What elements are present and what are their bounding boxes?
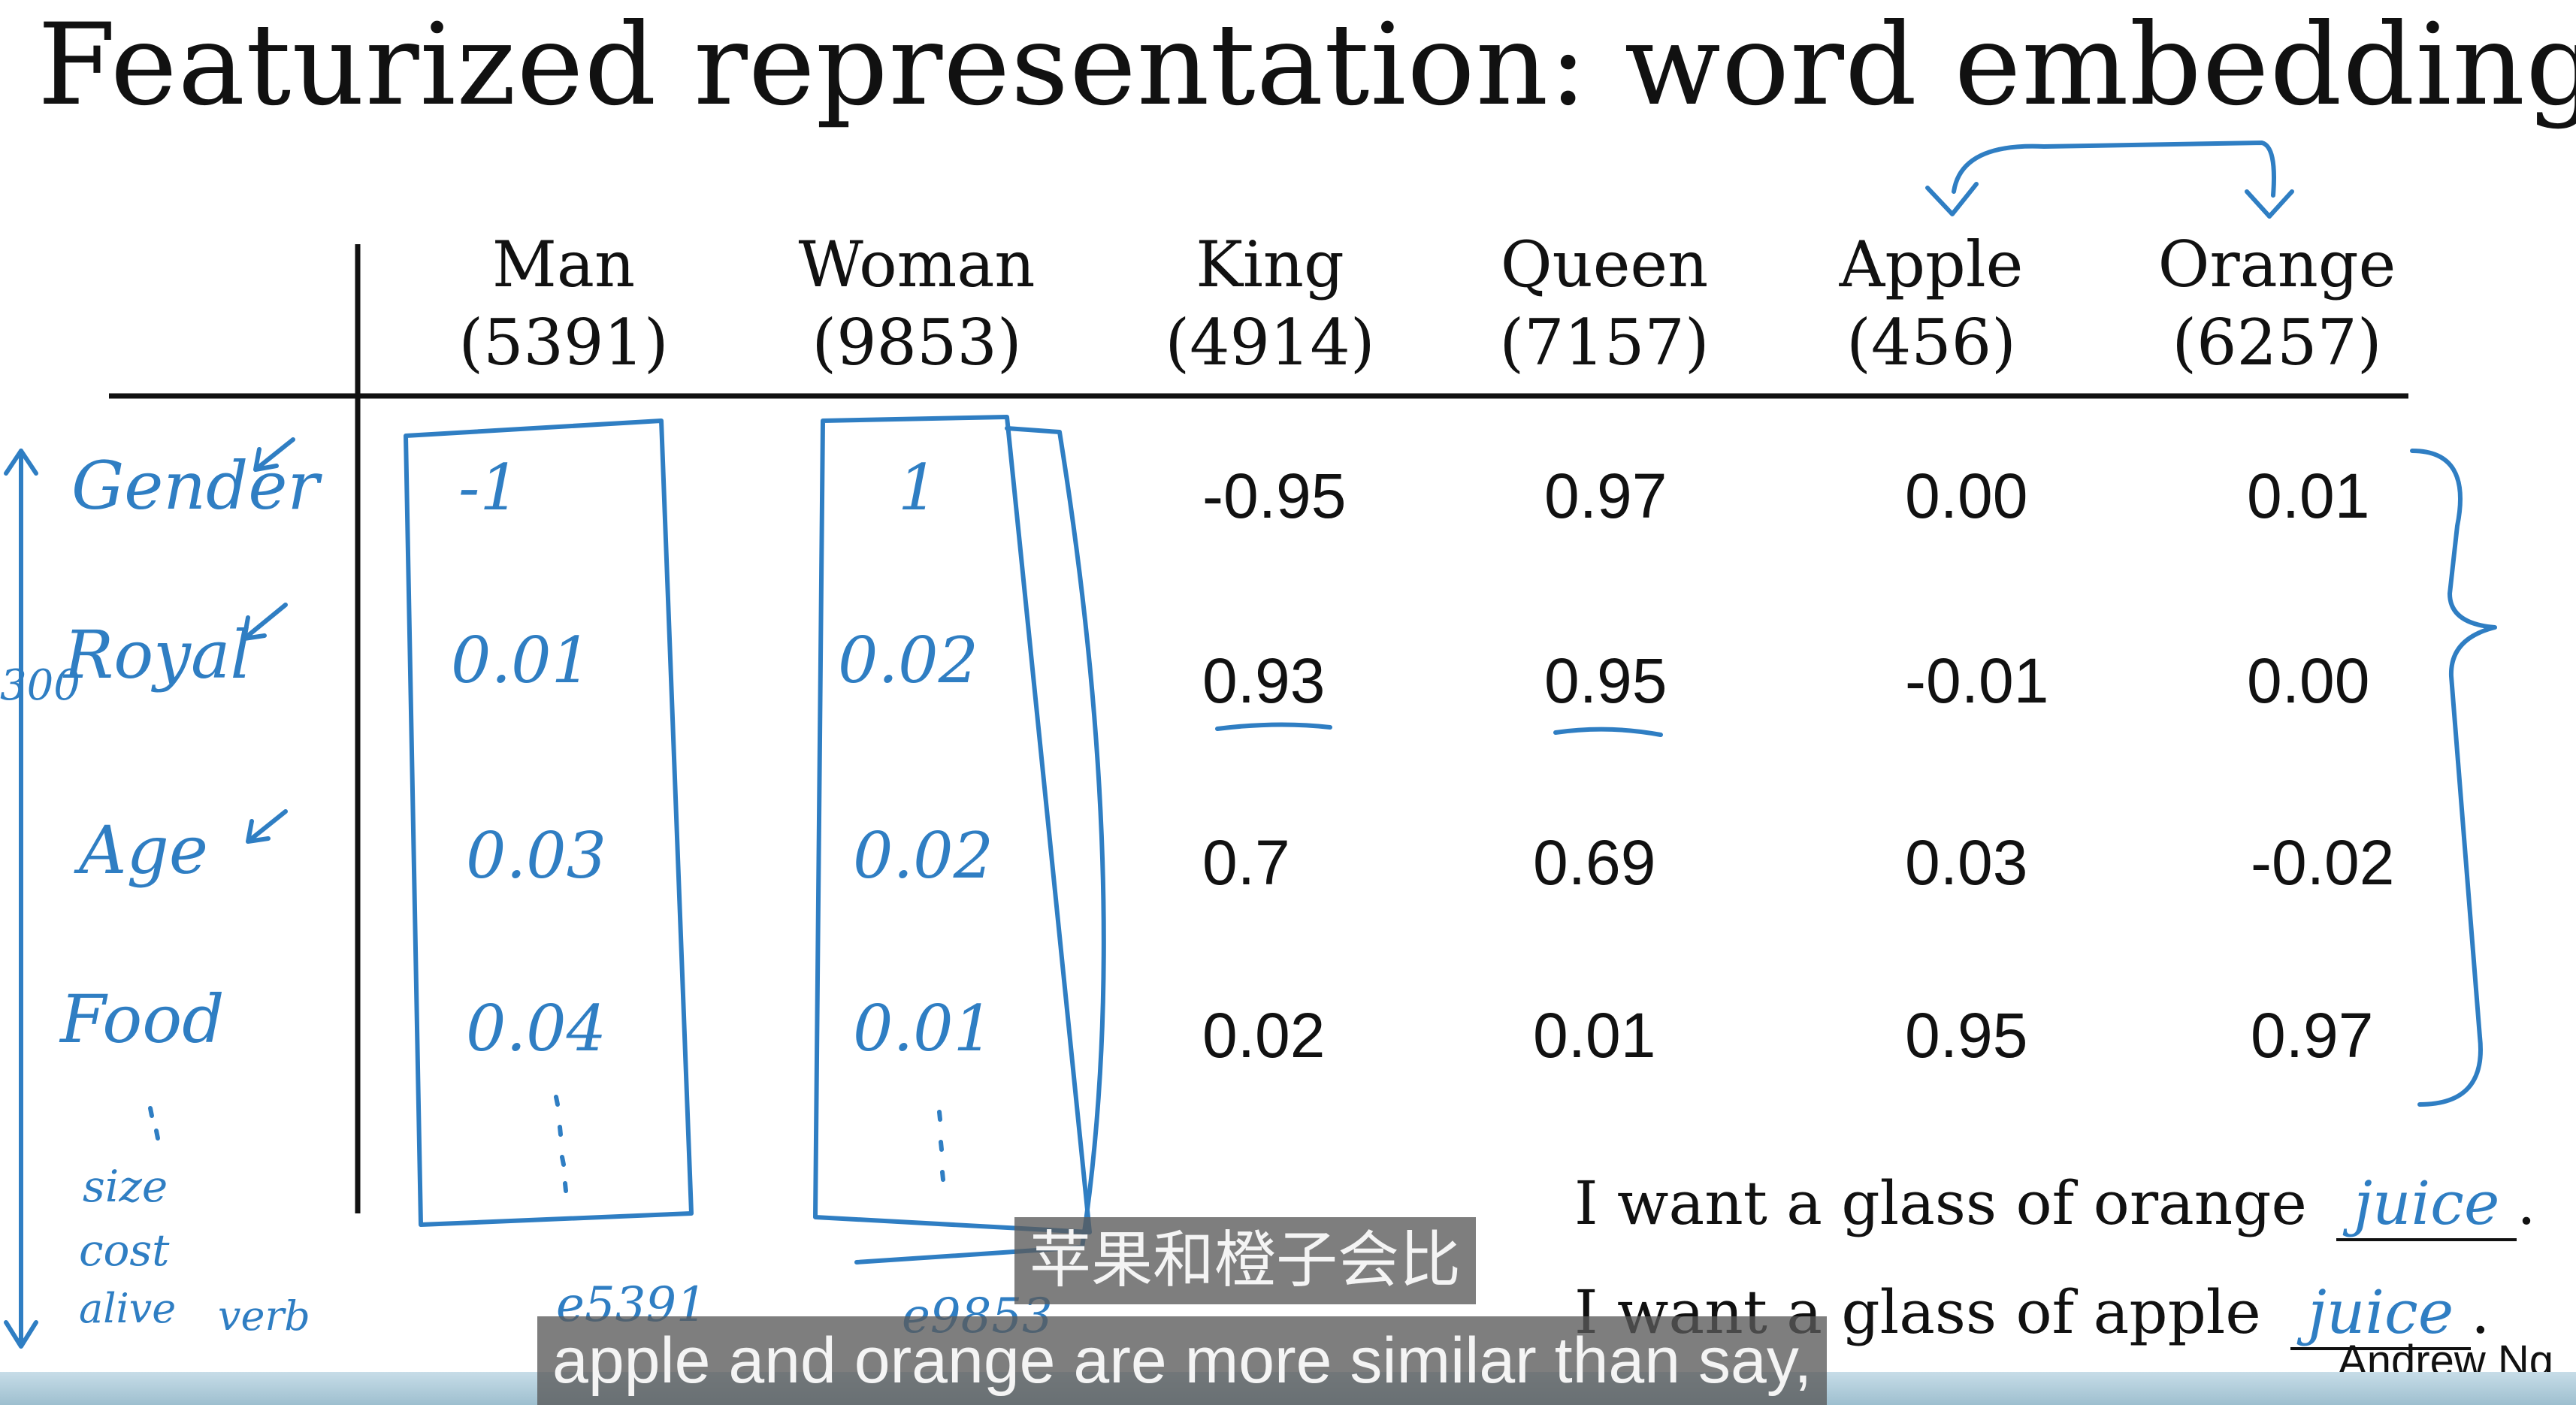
column-index: (456) [1846, 306, 2016, 379]
orange-royal-value: 0.00 [2247, 645, 2370, 716]
column-word: King [1196, 228, 1344, 301]
sentence-end: . [2517, 1168, 2536, 1238]
queen-age-value: 0.69 [1533, 827, 1656, 898]
man-ellipsis [554, 1095, 568, 1193]
arrow-head-up-icon [4, 449, 38, 476]
apple-food-value: 0.95 [1905, 1000, 2028, 1071]
row-label-food: Food [60, 980, 225, 1058]
sentence-end: . [2471, 1277, 2490, 1347]
man-gender-value: -1 [458, 451, 520, 524]
column-header-queen: Queen (7157) [1447, 225, 1762, 382]
apple-orange-link [1952, 140, 2276, 198]
king-food-value: 0.02 [1202, 1000, 1326, 1071]
woman-vector-box [813, 415, 1092, 1234]
column-header-apple: Apple (456) [1773, 225, 2089, 382]
column-index: (7157) [1499, 306, 1710, 379]
king-age-value: 0.7 [1202, 827, 1290, 898]
column-header-man: Man (5391) [406, 225, 721, 382]
king-royal-value: 0.93 [1202, 645, 1326, 716]
woman-royal-value: 0.02 [838, 624, 979, 697]
woman-age-value: 0.02 [853, 819, 994, 893]
queen-royal-value: 0.95 [1544, 645, 1667, 716]
king-royal-underline [1215, 722, 1332, 731]
row-label-royal: Royal [64, 616, 252, 693]
column-word: Queen [1500, 228, 1709, 301]
sentence-blank-word: juice [2336, 1168, 2517, 1241]
row-label-gender: Gender [71, 447, 319, 524]
feature-bracket [2410, 449, 2497, 1107]
apple-royal-value: -0.01 [1905, 645, 2049, 716]
column-word: Apple [1839, 228, 2024, 301]
arrow-head-down-icon [4, 1320, 38, 1349]
woman-vector-bracket [854, 426, 1106, 1264]
example-sentence-orange: I want a glass of orange juice. [1574, 1168, 2536, 1241]
apple-age-value: 0.03 [1905, 827, 2028, 898]
column-header-orange: Orange (6257) [2119, 225, 2435, 382]
subtitle-chinese: 苹果和橙子会比 [1014, 1217, 1477, 1304]
arrow-head-down-icon [1925, 182, 1979, 216]
queen-gender-value: 0.97 [1544, 461, 1667, 531]
extra-label-alive: alive [79, 1285, 177, 1332]
extra-label-verb: verb [218, 1292, 310, 1340]
age-pointer-icon [246, 809, 288, 844]
queen-royal-underline [1553, 727, 1663, 737]
man-food-value: 0.04 [466, 992, 607, 1065]
apple-gender-value: 0.00 [1905, 461, 2028, 531]
woman-food-value: 0.01 [853, 992, 994, 1065]
column-index: (4914) [1165, 306, 1375, 379]
subtitle-english: apple and orange are more similar than s… [537, 1316, 1828, 1405]
queen-food-value: 0.01 [1533, 1000, 1656, 1071]
orange-age-value: -0.02 [2251, 827, 2395, 898]
column-word: Woman [798, 228, 1036, 301]
royal-pointer-icon [242, 603, 288, 641]
orange-gender-value: 0.01 [2247, 461, 2370, 531]
column-word: Man [491, 228, 636, 301]
man-vector-box [404, 418, 694, 1227]
woman-gender-value: 1 [898, 451, 939, 524]
gender-pointer-icon [253, 437, 295, 472]
king-gender-value: -0.95 [1202, 461, 1347, 531]
column-header-king: King (4914) [1112, 225, 1428, 382]
woman-ellipsis [937, 1110, 945, 1182]
column-index: (9853) [812, 306, 1022, 379]
row-label-age: Age [79, 811, 208, 889]
column-index: (6257) [2172, 306, 2382, 379]
column-header-woman: Woman (9853) [759, 225, 1075, 382]
extra-label-size: size [83, 1161, 168, 1212]
sentence-blank-word: juice [2290, 1277, 2472, 1350]
column-index: (5391) [458, 306, 669, 379]
extra-label-cost: cost [79, 1225, 170, 1276]
side-note-dimension: 300 [0, 661, 80, 710]
arrow-head-down-icon [2245, 189, 2294, 219]
man-age-value: 0.03 [466, 819, 607, 893]
label-ellipsis [148, 1106, 160, 1141]
column-word: Orange [2157, 228, 2396, 301]
orange-food-value: 0.97 [2251, 1000, 2374, 1071]
man-royal-value: 0.01 [451, 624, 592, 697]
sentence-text: I want a glass of orange [1574, 1168, 2307, 1238]
slide-title: Featurized representation: word embeddin… [38, 0, 2576, 131]
